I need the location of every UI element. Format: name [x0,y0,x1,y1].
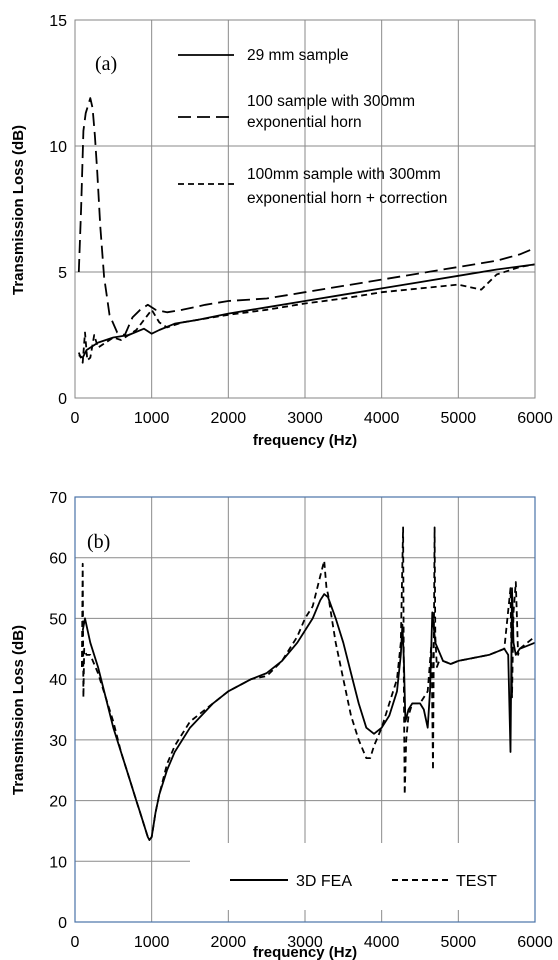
data-series [77,97,536,364]
x-tick-label: 5000 [441,934,477,951]
legend: 3D FEA TEST [230,873,497,890]
legend-label-1: 100 sample with 300mm exponential horn [247,93,415,131]
series-line-1 [77,97,536,336]
x-tick-label: 0 [71,934,80,951]
x-tick-label: 3000 [287,410,323,427]
x-tick-label: 3000 [287,934,323,951]
x-tick-label: 4000 [364,934,400,951]
series-line-1 [81,526,536,841]
panel-label: (b) [87,531,110,553]
chart-panel-a: 0 1000 2000 3000 4000 5000 6000 0 5 10 15 (a) 29 m… [10,13,553,449]
x-tick-label: 2000 [211,934,247,951]
series-line-2 [77,263,536,364]
x-tick-label: 6000 [517,410,553,427]
tick-labels: 0 1000 2000 3000 4000 5000 6000 0 5 10 15 [49,13,553,427]
y-tick-label: 10 [49,854,67,871]
y-axis-title: Transmission Loss (dB) [10,625,27,795]
x-tick-label: 1000 [134,934,170,951]
y-tick-label: 70 [49,490,67,507]
data-series [81,526,536,841]
y-tick-label: 15 [49,13,67,30]
x-tick-label: 4000 [364,410,400,427]
y-tick-label: 0 [58,391,67,408]
x-tick-label: 5000 [441,410,477,427]
x-axis-title: frequency (Hz) [253,432,357,449]
x-tick-label: 2000 [211,410,247,427]
x-tick-label: 6000 [517,934,553,951]
legend-label-1: TEST [456,873,497,890]
legend-label-0: 3D FEA [296,873,352,890]
legend-label-2: 100mm sample with 300mm exponential horn … [247,166,447,207]
x-tick-label: 1000 [134,410,170,427]
plot-frame [74,19,536,399]
y-tick-label: 50 [49,611,67,628]
panel-label: (a) [95,53,117,75]
y-tick-label: 30 [49,733,67,750]
tick-labels: 0 1000 2000 3000 4000 5000 6000 0 10 20 30 40 50 60 70 [49,490,553,951]
x-tick-label: 0 [71,410,80,427]
legend: 29 mm sample 100 sample with 300mm exponen… [178,47,447,207]
legend-box [190,843,535,910]
y-tick-label: 20 [49,794,67,811]
y-tick-label: 10 [49,139,67,156]
grid-lines [75,20,535,398]
x-axis-title: frequency (Hz) [253,944,357,960]
y-axis-title: Transmission Loss (dB) [10,125,27,295]
y-tick-label: 5 [58,265,67,282]
y-tick-label: 60 [49,551,67,568]
y-tick-label: 40 [49,672,67,689]
y-tick-label: 0 [58,915,67,932]
chart-panel-b: 0 1000 2000 3000 4000 5000 6000 0 10 20 30 40 50 60 70… [10,490,553,960]
legend-label-0: 29 mm sample [247,47,349,64]
plot-frame [74,496,536,923]
